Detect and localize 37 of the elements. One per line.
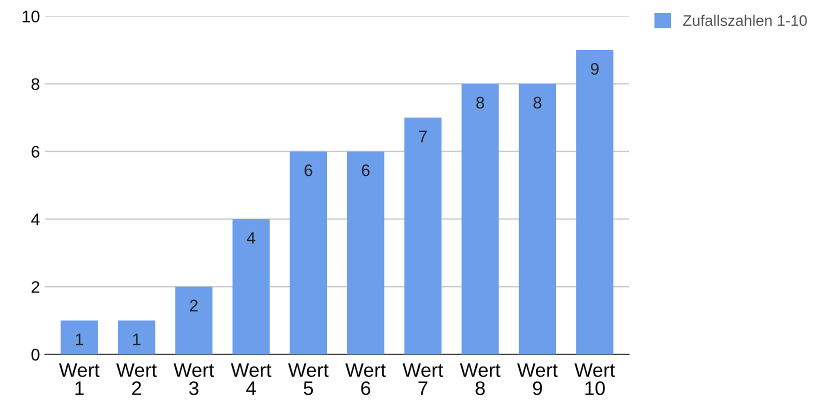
x-tick-label: Wert 5 (288, 363, 329, 396)
bar (118, 320, 156, 354)
x-tick-label: Wert 2 (116, 363, 157, 395)
x-tick-label: Wert 9 (517, 363, 558, 396)
x-tick-label: Wert 7 (402, 363, 444, 395)
y-tick-label: 10 (22, 10, 40, 22)
x-tick-label: Wert 1 (59, 363, 100, 395)
data-label: 9 (590, 62, 599, 75)
x-tick-label: Wert 3 (174, 363, 214, 396)
data-label: 8 (476, 96, 484, 109)
bar (404, 118, 442, 354)
bar (232, 219, 270, 354)
x-tick-label: Wert 6 (345, 363, 386, 396)
y-tick-label: 2 (32, 281, 40, 293)
x-tick-label: Wert 10 (574, 363, 615, 396)
data-label: 4 (246, 232, 256, 244)
y-tick-label: 8 (32, 78, 40, 90)
legend-label: Zufallszahlen 1-10 (683, 14, 807, 26)
data-label: 1 (133, 334, 140, 346)
x-tick-label: Wert 4 (230, 363, 272, 395)
data-label: 6 (304, 164, 312, 176)
bar (347, 151, 384, 354)
bar (518, 84, 556, 354)
bar (175, 286, 212, 354)
y-tick-label: 0 (31, 348, 40, 361)
y-tick-label: 4 (31, 214, 40, 226)
data-label: 1 (76, 334, 84, 346)
bar (60, 320, 98, 354)
data-label: 8 (534, 96, 542, 109)
data-label: 2 (190, 300, 198, 312)
y-tick-label: 6 (32, 146, 40, 158)
data-label: 6 (362, 164, 370, 176)
x-tick-label: Wert 8 (460, 363, 500, 396)
bar (576, 50, 614, 354)
bar (462, 84, 499, 354)
data-label: 7 (419, 130, 427, 142)
bar (290, 151, 327, 354)
